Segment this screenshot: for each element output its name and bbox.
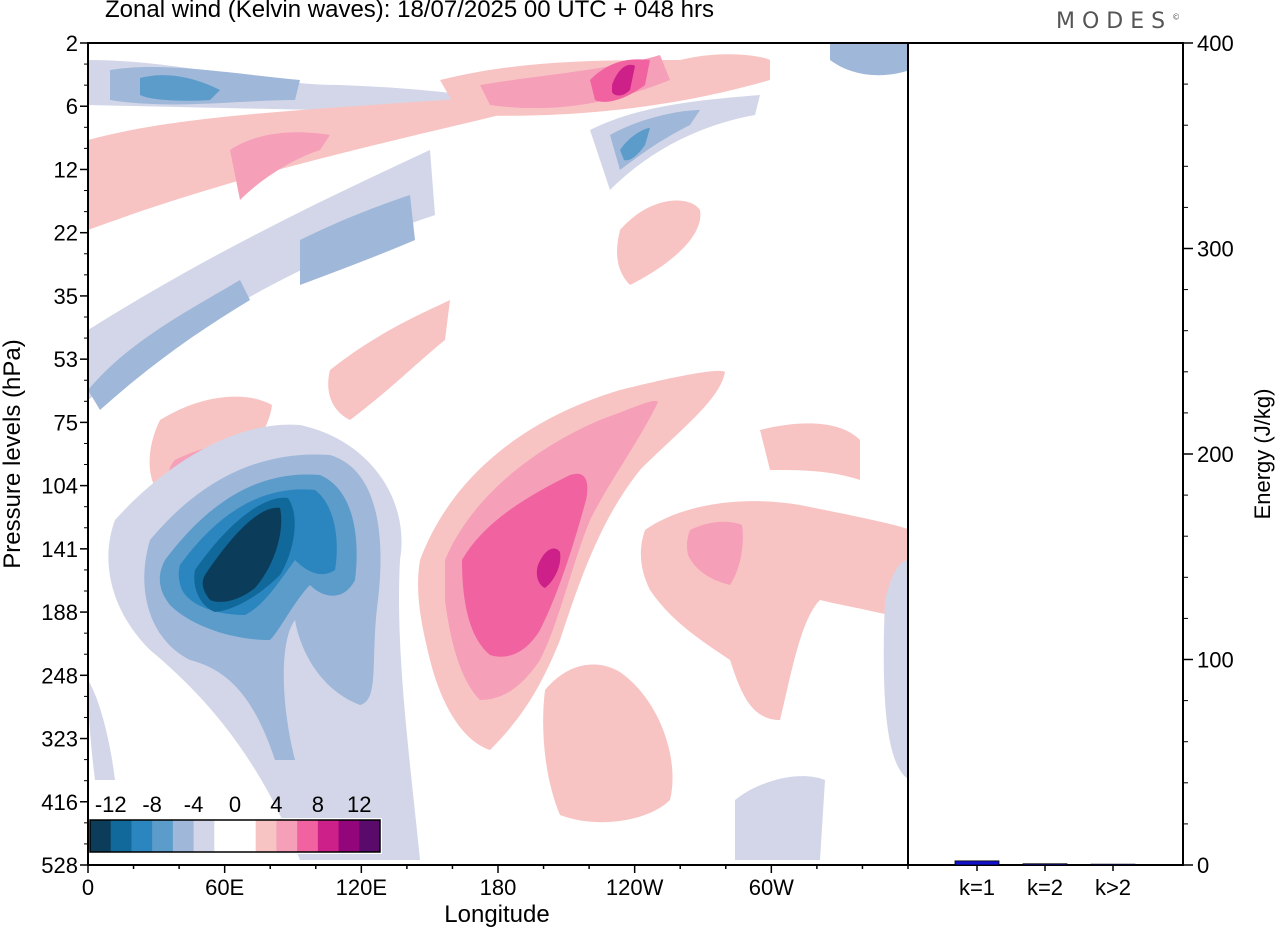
energy-category-label: k=2 bbox=[1027, 875, 1063, 900]
x-tick-label: 60E bbox=[205, 875, 244, 900]
colorbar-swatch bbox=[193, 820, 215, 852]
x-axis-title: Longitude bbox=[444, 901, 549, 928]
colorbar-label: 0 bbox=[229, 792, 241, 817]
y-tick-label: 75 bbox=[54, 410, 78, 435]
upper-troposphere-field bbox=[88, 300, 908, 860]
colorbar: -12 -8 -4 0 4 8 12 bbox=[88, 792, 382, 854]
x-tick-label: 0 bbox=[82, 875, 94, 900]
contour-field bbox=[88, 43, 908, 860]
energy-category-label: k>2 bbox=[1095, 875, 1131, 900]
chart-title: Zonal wind (Kelvin waves): 18/07/2025 00… bbox=[105, 0, 714, 23]
colorbar-swatch bbox=[152, 820, 174, 852]
y-tick-label: 2 bbox=[66, 31, 78, 56]
stratosphere-bands bbox=[88, 43, 908, 410]
colorbar-swatch bbox=[131, 820, 153, 852]
energy-tick-label: 200 bbox=[1197, 442, 1234, 467]
energy-bar bbox=[1090, 863, 1136, 866]
y-tick-label: 141 bbox=[41, 537, 78, 562]
colorbar-label: 12 bbox=[347, 792, 371, 817]
y-tick-label: 248 bbox=[41, 663, 78, 688]
logo-mark: © bbox=[1172, 12, 1181, 22]
energy-bar bbox=[954, 860, 1000, 866]
modes-logo: MODES© bbox=[1056, 9, 1180, 34]
energy-tick-label: 0 bbox=[1197, 853, 1209, 878]
x-tick-label: 120E bbox=[336, 875, 387, 900]
y-axis-title: Pressure levels (hPa) bbox=[0, 339, 26, 568]
colorbar-label: -8 bbox=[142, 792, 162, 817]
colorbar-swatch bbox=[359, 820, 381, 852]
colorbar-label: 8 bbox=[312, 792, 324, 817]
energy-axes: 0 100 200 300 400 k=1 k=2 k>2 bbox=[959, 31, 1234, 900]
colorbar-swatch bbox=[110, 820, 132, 852]
y-tick-label: 35 bbox=[54, 284, 78, 309]
logo-text: MODES bbox=[1056, 9, 1173, 34]
colorbar-label: 4 bbox=[270, 792, 282, 817]
colorbar-swatch bbox=[317, 820, 340, 852]
y-tick-label: 528 bbox=[41, 853, 78, 878]
x-tick-label: 120W bbox=[606, 875, 664, 900]
colorbar-frame bbox=[89, 819, 381, 853]
y-tick-label: 416 bbox=[41, 790, 78, 815]
colorbar-swatch bbox=[235, 820, 257, 852]
colorbar-swatch bbox=[90, 820, 112, 852]
energy-tick-label: 400 bbox=[1197, 31, 1234, 56]
y-tick-label: 104 bbox=[41, 474, 78, 499]
colorbar-swatch bbox=[297, 820, 319, 852]
colorbar-swatch bbox=[172, 820, 195, 852]
y-tick-label: 323 bbox=[41, 727, 78, 752]
x-tick-label: 180 bbox=[480, 875, 517, 900]
colorbar-label: -4 bbox=[184, 792, 204, 817]
energy-tick-label: 300 bbox=[1197, 237, 1234, 262]
x-tick-label: 60W bbox=[749, 875, 794, 900]
energy-bar bbox=[1022, 863, 1068, 866]
energy-bars bbox=[954, 860, 1136, 866]
energy-category-label: k=1 bbox=[959, 875, 995, 900]
y-tick-label: 6 bbox=[66, 94, 78, 119]
energy-panel-frame bbox=[907, 42, 1184, 866]
colorbar-swatch bbox=[276, 820, 298, 852]
energy-tick-label: 100 bbox=[1197, 648, 1234, 673]
colorbar-swatch bbox=[338, 820, 360, 852]
y-tick-label: 12 bbox=[54, 157, 78, 182]
colorbar-swatch bbox=[255, 820, 277, 852]
y-tick-label: 188 bbox=[41, 600, 78, 625]
colorbar-swatch bbox=[214, 820, 236, 852]
y-tick-label: 53 bbox=[54, 347, 78, 372]
colorbar-label: -12 bbox=[95, 792, 127, 817]
y-tick-label: 22 bbox=[54, 221, 78, 246]
energy-axis-title: Energy (J/kg) bbox=[1250, 389, 1275, 520]
